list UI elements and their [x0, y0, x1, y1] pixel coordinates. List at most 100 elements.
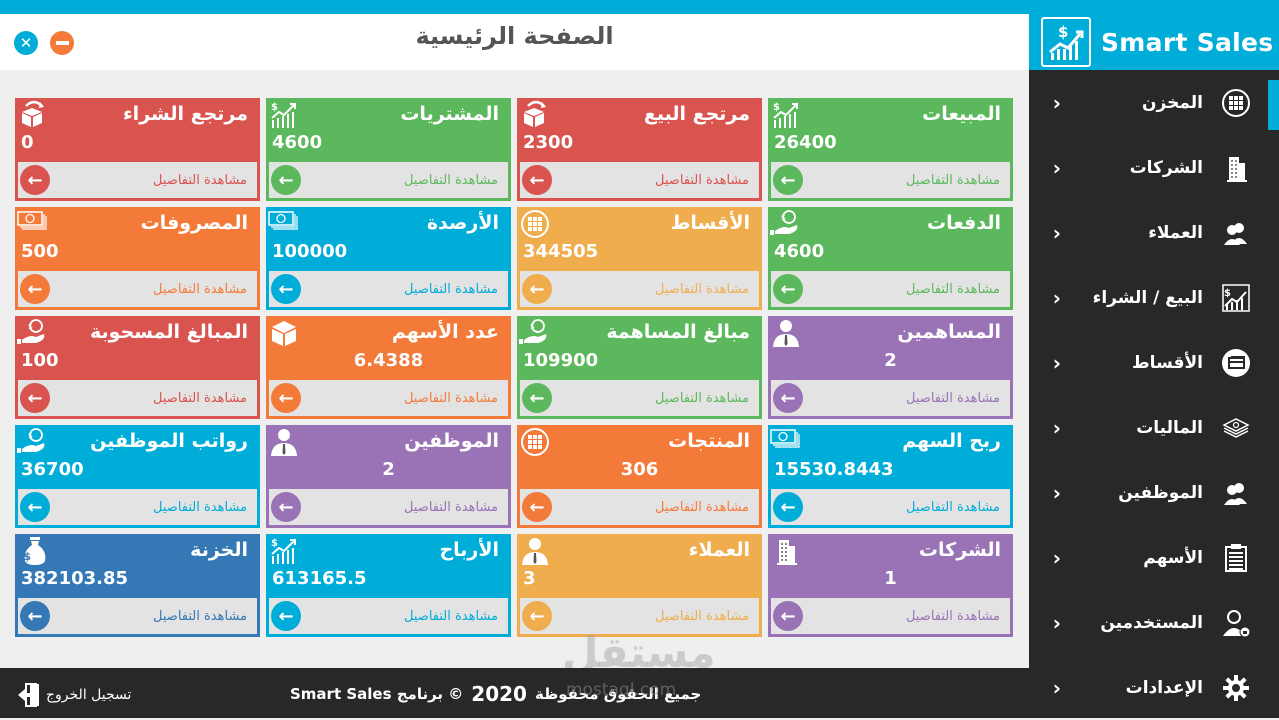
sidebar-item-9[interactable]: الإعدادات ‹ [1029, 655, 1279, 720]
copyright-year: 2020 [471, 682, 527, 706]
card-value: 15530.8443 [774, 459, 894, 480]
card-title: رواتب الموظفين [90, 430, 248, 452]
sidebar-item-2[interactable]: العملاء ‹ [1029, 200, 1279, 265]
view-details-label: مشاهدة التفاصيل [153, 608, 247, 624]
view-details-button[interactable]: مشاهدة التفاصيل ← [18, 489, 257, 525]
card-title: المنتجات [668, 430, 750, 452]
sidebar-item-label: الموظفين [1118, 482, 1203, 503]
minimize-button[interactable] [50, 31, 74, 55]
view-details-button[interactable]: مشاهدة التفاصيل ← [520, 162, 759, 198]
view-details-label: مشاهدة التفاصيل [153, 172, 247, 188]
card-value: 500 [21, 241, 59, 262]
arrow-left-icon: ← [20, 383, 50, 413]
sidebar-item-8[interactable]: المستخدمين ‹ [1029, 590, 1279, 655]
svg-text:$: $ [23, 550, 31, 563]
view-details-button[interactable]: مشاهدة التفاصيل ← [18, 162, 257, 198]
chevron-left-icon: ‹ [1052, 350, 1061, 375]
building-icon [771, 536, 801, 565]
view-details-button[interactable]: مشاهدة التفاصيل ← [771, 489, 1010, 525]
view-details-button[interactable]: مشاهدة التفاصيل ← [269, 598, 508, 634]
chevron-left-icon: ‹ [1052, 480, 1061, 505]
arrow-left-icon: ← [773, 492, 803, 522]
card-value: 109900 [523, 350, 599, 371]
chevron-left-icon: ‹ [1052, 220, 1061, 245]
view-details-label: مشاهدة التفاصيل [153, 390, 247, 406]
brand[interactable]: $ Smart Sales [1029, 14, 1279, 70]
card-title: الأقساط [670, 212, 750, 234]
sidebar-item-label: الإعدادات [1125, 677, 1203, 698]
view-details-label: مشاهدة التفاصيل [153, 281, 247, 297]
stat-card: مرتجع البيع 2300 مشاهدة التفاصيل ← [517, 98, 762, 201]
view-details-button[interactable]: مشاهدة التفاصيل ← [269, 162, 508, 198]
view-details-button[interactable]: مشاهدة التفاصيل ← [771, 598, 1010, 634]
close-button[interactable]: ✕ [14, 31, 38, 55]
sidebar-item-7[interactable]: الأسهم ‹ [1029, 525, 1279, 590]
grid-icon [1219, 86, 1253, 120]
view-details-button[interactable]: مشاهدة التفاصيل ← [18, 271, 257, 307]
card-value: 6.4388 [353, 350, 424, 371]
svg-text:$: $ [781, 213, 786, 222]
card-value: 4600 [774, 241, 825, 262]
view-details-label: مشاهدة التفاصيل [404, 172, 498, 188]
sidebar-item-6[interactable]: الموظفين ‹ [1029, 460, 1279, 525]
view-details-button[interactable]: مشاهدة التفاصيل ← [771, 162, 1010, 198]
card-title: العملاء [688, 539, 750, 561]
view-details-button[interactable]: مشاهدة التفاصيل ← [520, 598, 759, 634]
header: ✕ الصفحة الرئيسية [0, 14, 1029, 70]
sidebar-item-1[interactable]: الشركات ‹ [1029, 135, 1279, 200]
view-details-button[interactable]: مشاهدة التفاصيل ← [771, 380, 1010, 416]
stat-card: عدد الأسهم 6.4388 مشاهدة التفاصيل ← [266, 316, 511, 419]
view-details-button[interactable]: مشاهدة التفاصيل ← [18, 380, 257, 416]
stat-card: ربح السهم 15530.8443 مشاهدة التفاصيل ← [768, 425, 1013, 528]
view-details-button[interactable]: مشاهدة التفاصيل ← [269, 380, 508, 416]
arrow-left-icon: ← [20, 492, 50, 522]
view-details-label: مشاهدة التفاصيل [655, 390, 749, 406]
card-value: 3 [523, 568, 536, 589]
box-return-icon [520, 100, 550, 128]
sales-chart-icon: $ [1219, 281, 1253, 315]
card-value: 26400 [774, 132, 837, 153]
money-bag-icon: $ [18, 536, 48, 565]
card-title: الأرصدة [426, 212, 499, 234]
view-details-button[interactable]: مشاهدة التفاصيل ← [520, 489, 759, 525]
card-title: ربح السهم [902, 430, 1001, 452]
logout-label: تسجيل الخروج [46, 687, 132, 703]
card-title: مبالغ المساهمة [606, 321, 750, 343]
view-details-button[interactable]: مشاهدة التفاصيل ← [771, 271, 1010, 307]
sidebar-item-0[interactable]: المخزن ‹ [1029, 70, 1279, 135]
card-value: 2 [884, 350, 897, 371]
view-details-button[interactable]: مشاهدة التفاصيل ← [269, 489, 508, 525]
grid-icon [520, 209, 550, 238]
stat-card: $ المبالغ المسحوبة 100 مشاهدة التفاصيل ← [15, 316, 260, 419]
card-title: المبيعات [922, 103, 1001, 125]
sidebar-item-3[interactable]: $ البيع / الشراء ‹ [1029, 265, 1279, 330]
svg-text:$: $ [773, 102, 780, 113]
sidebar-item-5[interactable]: الماليات ‹ [1029, 395, 1279, 460]
card-title: عدد الأسهم [391, 321, 499, 343]
sidebar-item-label: البيع / الشراء [1092, 287, 1203, 308]
card-title: المساهمين [897, 321, 1001, 343]
chevron-left-icon: ‹ [1052, 545, 1061, 570]
view-details-button[interactable]: مشاهدة التفاصيل ← [269, 271, 508, 307]
view-details-button[interactable]: مشاهدة التفاصيل ← [18, 598, 257, 634]
stat-card: الأقساط 344505 مشاهدة التفاصيل ← [517, 207, 762, 310]
money-stack-icon [1219, 411, 1253, 445]
view-details-button[interactable]: مشاهدة التفاصيل ← [520, 271, 759, 307]
person-icon [771, 318, 801, 347]
stat-card: المنتجات 306 مشاهدة التفاصيل ← [517, 425, 762, 528]
logout-button[interactable]: تسجيل الخروج [16, 682, 131, 708]
arrow-left-icon: ← [271, 165, 301, 195]
view-details-label: مشاهدة التفاصيل [655, 281, 749, 297]
card-title: الخزنة [190, 539, 248, 561]
sidebar-item-4[interactable]: الأقساط ‹ [1029, 330, 1279, 395]
stat-card: $ الأرباح 613165.5 مشاهدة التفاصيل ← [266, 534, 511, 637]
card-value: 2300 [523, 132, 574, 153]
box-icon [269, 318, 299, 346]
building-icon [1219, 151, 1253, 185]
stat-card: المساهمين 2 مشاهدة التفاصيل ← [768, 316, 1013, 419]
arrow-left-icon: ← [20, 274, 50, 304]
card-title: الدفعات [926, 212, 1001, 234]
view-details-button[interactable]: مشاهدة التفاصيل ← [520, 380, 759, 416]
box-return-icon [18, 100, 48, 128]
top-accent-bar [0, 0, 1279, 14]
